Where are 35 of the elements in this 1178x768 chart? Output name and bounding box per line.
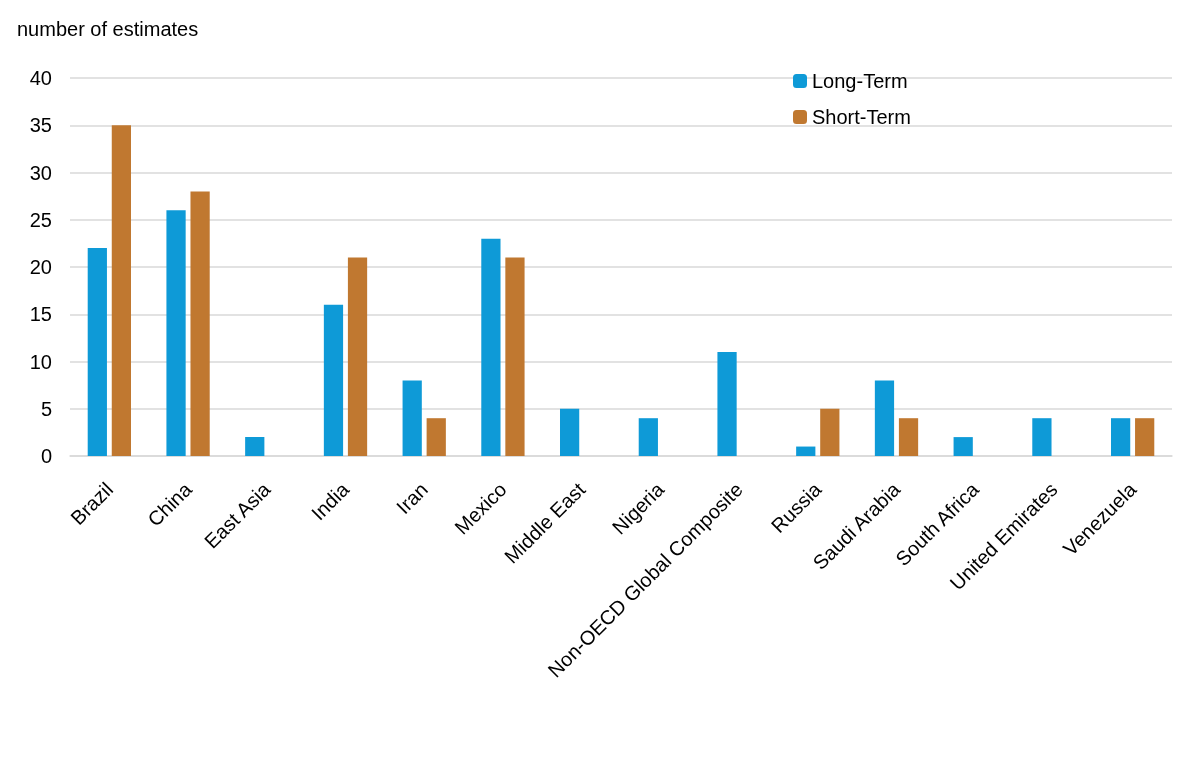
y-tick-label: 25 [29, 208, 52, 231]
y-tick-label: 10 [29, 350, 52, 373]
bar [111, 125, 131, 456]
bar [1135, 418, 1155, 456]
bar [481, 238, 501, 456]
y-tick-label: 40 [29, 67, 52, 89]
bar [347, 257, 368, 456]
bar [190, 191, 210, 456]
y-tick-label: 5 [40, 397, 52, 420]
legend-label: Long-Term [812, 70, 908, 92]
legend-label: Short-Term [812, 106, 911, 128]
x-tick-label: Iran [392, 478, 432, 519]
bar [426, 418, 446, 456]
y-tick-label: 0 [40, 445, 52, 467]
bar [820, 408, 840, 456]
bar [560, 408, 580, 456]
bar [245, 437, 265, 456]
bar [638, 418, 658, 456]
bar [898, 418, 919, 456]
bar [717, 352, 737, 456]
y-tick-label: 20 [29, 256, 52, 278]
bar [874, 380, 895, 456]
y-tick-label: 30 [29, 161, 52, 184]
bar [1111, 418, 1131, 456]
bar [87, 248, 107, 456]
y-tick-label: 15 [29, 303, 52, 326]
y-axis-title: number of estimates [17, 18, 199, 40]
y-tick-label: 35 [29, 114, 52, 137]
bar [953, 437, 973, 456]
bar [505, 257, 525, 456]
bar [166, 210, 186, 456]
bar [323, 304, 344, 456]
bar [402, 380, 422, 456]
bar [796, 446, 816, 456]
bar [1032, 418, 1052, 456]
